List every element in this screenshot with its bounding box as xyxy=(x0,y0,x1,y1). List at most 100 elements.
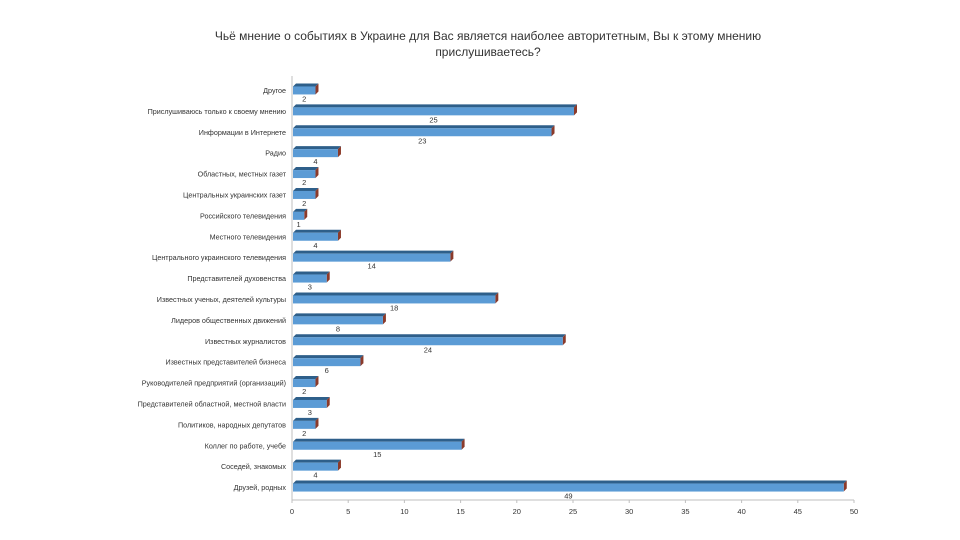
x-tick-label: 35 xyxy=(681,507,689,516)
plot-area: Другое 2 Прислушиваюсь только к своему мне… xyxy=(138,76,858,516)
bar xyxy=(293,417,319,429)
bar xyxy=(293,187,319,199)
data-label: 23 xyxy=(418,136,426,145)
category-label: Друзей, родных xyxy=(234,483,287,492)
bar-top-face xyxy=(293,459,341,463)
data-label: 3 xyxy=(308,408,312,417)
bar-front-face xyxy=(293,337,563,346)
bar-top-face xyxy=(293,125,555,129)
bar-front-face xyxy=(293,399,327,408)
bar-top-face xyxy=(293,417,319,421)
data-label: 4 xyxy=(313,157,317,166)
bar-side-face xyxy=(315,167,319,179)
bar-front-face xyxy=(293,211,305,220)
category-label: Российского телевидения xyxy=(200,211,286,220)
bar-top-face xyxy=(293,187,319,191)
category-label: Лидеров общественных движений xyxy=(171,316,286,325)
bar xyxy=(293,83,319,95)
category-label: Центрального украинского телевидения xyxy=(152,253,286,262)
bar-side-face xyxy=(461,438,465,450)
bar-side-face xyxy=(337,229,341,241)
bar-top-face xyxy=(293,250,454,254)
bar-front-face xyxy=(293,274,327,283)
bar-front-face xyxy=(293,128,552,137)
bar-front-face xyxy=(293,441,462,450)
bar xyxy=(293,376,319,388)
bar-side-face xyxy=(315,417,319,429)
bar-front-face xyxy=(293,316,383,325)
bar xyxy=(293,459,341,471)
bar-front-face xyxy=(293,420,316,429)
category-label: Местного телевидения xyxy=(210,232,287,241)
bar-side-face xyxy=(315,83,319,95)
category-label: Известных ученых, деятелей культуры xyxy=(157,295,286,304)
bar-side-face xyxy=(551,125,555,137)
bar-top-face xyxy=(293,229,341,233)
bar-front-face xyxy=(293,295,496,304)
data-label: 2 xyxy=(302,94,306,103)
category-label: Прислушиваюсь только к своему мнению xyxy=(148,107,287,116)
bar-top-face xyxy=(293,83,319,87)
bar-front-face xyxy=(293,149,338,158)
bar-side-face xyxy=(574,104,577,116)
bar-front-face xyxy=(293,190,316,199)
data-label: 25 xyxy=(429,115,437,124)
bar-front-face xyxy=(293,253,451,262)
bar xyxy=(293,229,341,241)
data-label: 8 xyxy=(336,324,340,333)
data-label: 2 xyxy=(302,199,306,208)
bar xyxy=(293,480,847,492)
bar-top-face xyxy=(293,104,577,108)
bar-side-face xyxy=(382,313,386,325)
bar-side-face xyxy=(315,376,319,388)
category-label: Политиков, народных депутатов xyxy=(178,420,286,429)
bar-top-face xyxy=(293,313,386,317)
category-label: Другое xyxy=(263,86,286,95)
chart-title-line-2: прислушиваетесь? xyxy=(435,45,541,59)
bar-top-face xyxy=(293,292,499,296)
data-label: 4 xyxy=(313,471,317,480)
data-label: 4 xyxy=(313,241,317,250)
bar xyxy=(293,250,454,262)
bar-side-face xyxy=(562,334,566,346)
bar xyxy=(293,396,330,408)
bar-side-face xyxy=(495,292,499,304)
category-label: Руководителей предприятий (организаций) xyxy=(142,379,286,388)
bar xyxy=(293,334,566,346)
category-label: Информации в Интернете xyxy=(199,128,286,137)
bar-front-face xyxy=(293,86,316,95)
bar-side-face xyxy=(326,271,330,283)
bar-side-face xyxy=(326,396,330,408)
data-label: 2 xyxy=(302,387,306,396)
data-label: 6 xyxy=(325,366,329,375)
bar xyxy=(293,146,341,158)
category-label: Областных, местных газет xyxy=(198,170,287,179)
bar xyxy=(293,104,577,116)
bar-top-face xyxy=(293,355,364,359)
bar-side-face xyxy=(337,459,341,471)
data-label: 15 xyxy=(373,450,381,459)
data-label: 2 xyxy=(302,178,306,187)
bar-front-face xyxy=(293,232,338,241)
x-tick-label: 30 xyxy=(625,507,633,516)
chart-title-line-1: Чьё мнение о событиях в Украине для Вас … xyxy=(215,29,761,43)
data-label: 1 xyxy=(297,220,301,229)
data-label: 18 xyxy=(390,303,398,312)
bar-top-face xyxy=(293,376,319,380)
category-label: Известных представителей бизнеса xyxy=(165,358,286,367)
bar xyxy=(293,438,465,450)
category-label: Радио xyxy=(265,149,286,158)
bar-front-face xyxy=(293,358,361,367)
data-label: 49 xyxy=(564,492,572,501)
x-tick-label: 25 xyxy=(569,507,577,516)
bar-side-face xyxy=(843,480,847,492)
category-label: Соседей, знакомых xyxy=(221,462,286,471)
category-label: Известных журналистов xyxy=(205,337,286,346)
bar-top-face xyxy=(293,396,330,400)
bar xyxy=(293,313,386,325)
bar-front-face xyxy=(293,170,316,179)
bar-front-face xyxy=(293,483,844,492)
x-tick-label: 40 xyxy=(737,507,745,516)
category-label: Коллег по работе, учебе xyxy=(205,441,286,450)
